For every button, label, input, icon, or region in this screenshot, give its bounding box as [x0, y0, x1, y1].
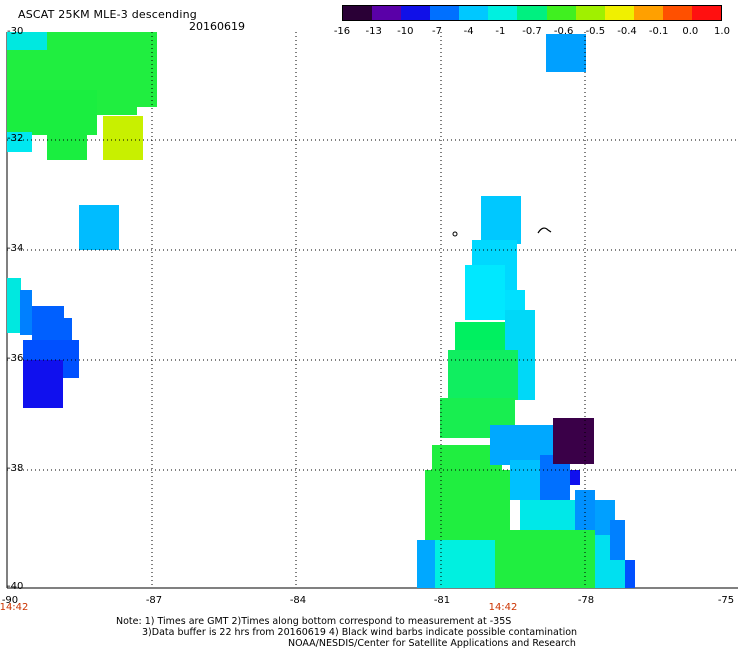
lat-label: -34: [7, 243, 24, 254]
product-title: ASCAT 25KM MLE-3 descending: [18, 8, 197, 21]
lon-label: -75: [717, 595, 735, 606]
data-region-northwest: [7, 32, 157, 250]
footnote-line-2: 3)Data buffer is 22 hrs from 20160619 4)…: [142, 627, 578, 638]
time-label: 14:42: [0, 602, 29, 613]
lat-label: -38: [7, 463, 24, 474]
colorbar-swatch: [662, 6, 692, 20]
product-date: 20160619: [189, 20, 245, 33]
colorbar-label: -7: [432, 26, 442, 37]
lon-label: -78: [577, 595, 595, 606]
lat-label: -32: [7, 133, 24, 144]
colorbar-label: -0.6: [553, 26, 574, 37]
time-label: 14:42: [488, 602, 518, 613]
colorbar-label: -13: [365, 26, 382, 37]
colorbar-label: 1.0: [714, 26, 730, 37]
colorbar-swatch: [546, 6, 576, 20]
colorbar-swatch: [575, 6, 605, 20]
colorbar-swatch: [517, 6, 547, 20]
lat-label: -40: [7, 581, 24, 592]
colorbar-swatch: [343, 6, 373, 20]
colorbar-swatch: [488, 6, 518, 20]
footnote-line-1: Note: 1) Times are GMT 2)Times along bot…: [116, 616, 512, 627]
colorbar-label: -1: [495, 26, 506, 37]
colorbar-label: -0.7: [522, 26, 542, 37]
footnote: Note: 1) Times are GMT 2)Times along bot…: [116, 616, 577, 649]
data-region-east: [417, 34, 635, 588]
colorbar-swatch: [633, 6, 663, 20]
colorbar-label: -0.1: [648, 26, 669, 37]
data-region-west: [7, 278, 79, 408]
colorbar-swatch: [459, 6, 489, 20]
lat-label: -30: [7, 26, 24, 37]
colorbar-swatch: [401, 6, 431, 20]
graticule: [7, 32, 738, 588]
colorbar-label: -0.4: [617, 26, 637, 37]
lon-label: -87: [145, 595, 163, 606]
colorbar-swatch: [604, 6, 634, 20]
colorbar-swatch: [430, 6, 460, 20]
colorbar-label: -16: [333, 26, 351, 37]
colorbar-swatch: [691, 6, 722, 20]
colorbar-label: -4: [463, 26, 474, 37]
colorbar: [342, 5, 722, 21]
colorbar-swatch: [372, 6, 402, 20]
colorbar-label: -0.5: [585, 26, 606, 37]
lat-label: -36: [7, 353, 24, 364]
colorbar-label: 0.0: [682, 26, 699, 37]
lon-label: -81: [433, 595, 451, 606]
footnote-line-3: NOAA/NESDIS/Center for Satellite Applica…: [288, 638, 576, 649]
lon-label: -90: [1, 595, 19, 606]
lon-label: -84: [289, 595, 307, 606]
colorbar-label: -10: [397, 26, 414, 37]
contamination-marks: [452, 227, 552, 237]
